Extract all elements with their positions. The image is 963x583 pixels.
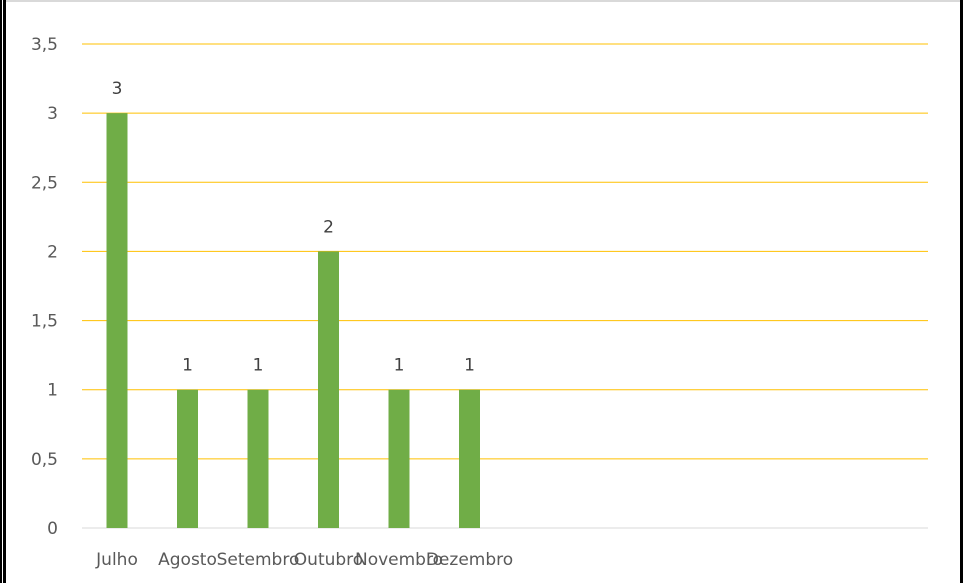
y-tick-label: 1 — [47, 381, 58, 401]
x-axis-tick-labels: Julho Agosto SetembroOutubroNovembroDezemb… — [95, 550, 513, 570]
y-axis-tick-labels: 0 0,5 1 1,5 2 2,5 3 3,5 — [31, 35, 58, 539]
y-tick-label: 3 — [47, 104, 58, 124]
x-tick-label: Agosto — [158, 550, 217, 570]
y-tick-label: 0,5 — [31, 450, 58, 470]
x-tick-label: Novembro — [355, 550, 443, 570]
y-tick-label: 0 — [47, 519, 58, 539]
data-label: 3 — [112, 79, 123, 99]
x-tick-label: Outubro — [294, 550, 363, 570]
y-tick-label: 1,5 — [31, 312, 58, 332]
data-labels: 3 1 1 2 1 1 — [112, 79, 475, 376]
x-tick-label: Setembro — [217, 550, 300, 570]
data-label: 2 — [323, 217, 334, 237]
y-tick-label: 2 — [47, 242, 58, 262]
gridlines — [82, 43, 928, 529]
data-label: 1 — [253, 356, 264, 376]
data-label: 1 — [394, 356, 405, 376]
y-tick-label: 3,5 — [31, 35, 58, 55]
data-label: 1 — [182, 356, 193, 376]
x-tick-label: Dezembro — [426, 550, 513, 570]
data-label: 1 — [464, 356, 475, 376]
bars — [106, 113, 480, 529]
bar-julho — [106, 113, 128, 529]
frame-right-border — [960, 0, 963, 583]
frame-left-border — [0, 0, 6, 583]
frame-top-border — [6, 0, 963, 2]
bar-outubro — [318, 251, 339, 528]
x-tick-label: Julho — [95, 550, 138, 570]
bar-dezembro — [459, 389, 480, 528]
y-tick-label: 2,5 — [31, 173, 58, 193]
bar-novembro — [388, 389, 410, 528]
bar-agosto — [177, 389, 198, 528]
bar-setembro — [247, 389, 269, 528]
